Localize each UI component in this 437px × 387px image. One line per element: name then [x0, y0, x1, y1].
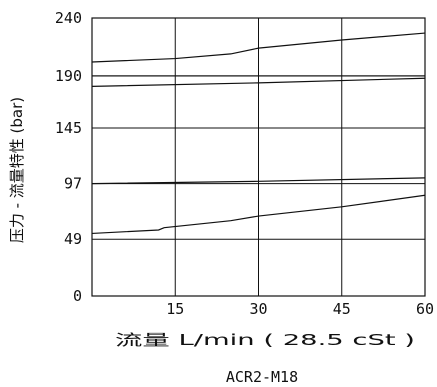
- series-line-4: [91, 177, 426, 185]
- x-tick-label-45: 45: [333, 300, 351, 318]
- y-tick-label-240: 240: [55, 9, 82, 27]
- x-tick-label-30: 30: [249, 300, 267, 318]
- x-axis-label: 流量 L/min ( 28.5 cSt ): [115, 331, 415, 349]
- y-axis-label: 压力 - 流量特性 (bar): [8, 97, 26, 243]
- y-tick-labels: 0 49 97 145 190 240: [55, 9, 82, 305]
- y-tick-label-49: 49: [64, 230, 82, 248]
- y-tick-label-145: 145: [55, 119, 82, 137]
- series-line-3: [91, 77, 426, 87]
- y-tick-label-190: 190: [55, 67, 82, 85]
- x-tick-label-15: 15: [166, 300, 184, 318]
- x-tick-labels: 15 30 45 60: [166, 300, 434, 318]
- y-tick-label-0: 0: [73, 287, 82, 305]
- plot-frame: [91, 17, 426, 297]
- y-tick-label-97: 97: [64, 175, 82, 193]
- series-lines: [91, 32, 426, 235]
- model-label: ACR2-M18: [226, 368, 298, 386]
- x-tick-label-60: 60: [416, 300, 434, 318]
- series-line-5: [91, 194, 426, 235]
- series-line-1: [91, 32, 426, 63]
